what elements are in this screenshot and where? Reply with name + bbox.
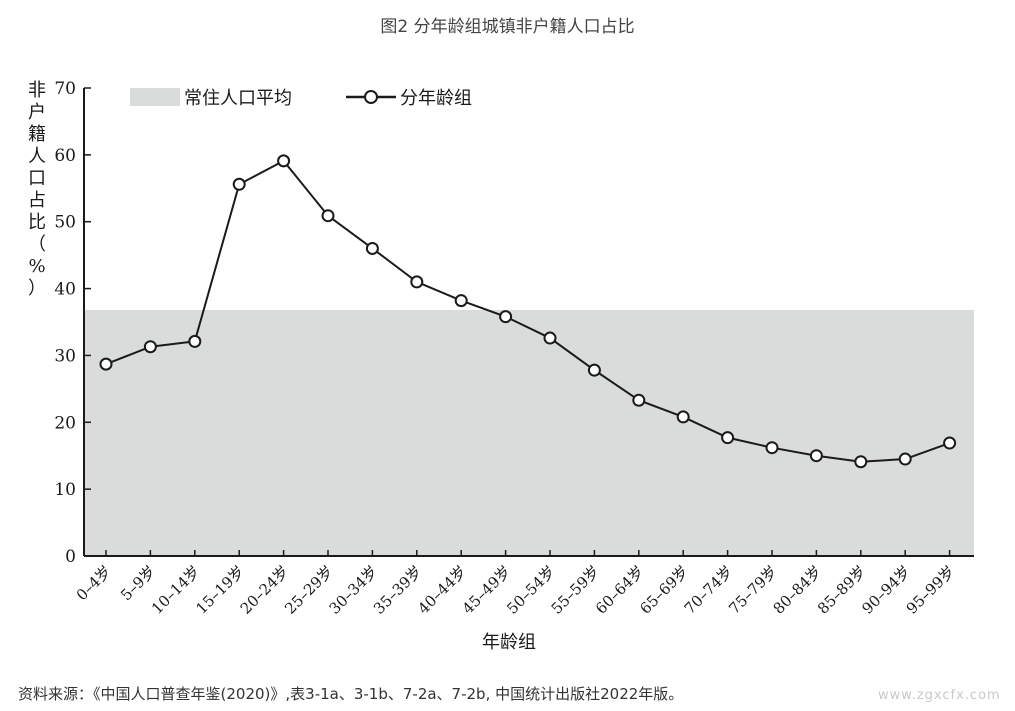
x-tick-label: 60–64岁	[592, 562, 648, 618]
data-point	[943, 436, 957, 450]
y-tick-label: 30	[54, 346, 76, 366]
data-point	[321, 209, 335, 223]
x-tick-label: 5–9岁	[117, 562, 159, 604]
data-point	[188, 334, 202, 348]
source-note: 资料来源：《中国人口普查年鉴(2020)》,表3-1a、3-1b、7-2a、7-…	[18, 685, 684, 703]
data-point	[99, 357, 113, 371]
y-tick-label: 10	[54, 480, 76, 500]
y-tick-label: 50	[54, 213, 76, 233]
x-tick-label: 75–79岁	[725, 562, 781, 618]
x-tick-label: 35–39岁	[370, 562, 426, 618]
data-point	[277, 154, 291, 168]
x-tick-label: 65–69岁	[636, 562, 692, 618]
legend-label-series: 分年龄组	[400, 88, 472, 109]
series-layer	[99, 154, 957, 469]
data-point	[765, 441, 779, 455]
x-tick-label: 0–4岁	[73, 562, 115, 604]
x-tick-label: 30–34岁	[326, 562, 382, 618]
data-point	[454, 294, 468, 308]
x-tick-label: 90–94岁	[858, 562, 914, 618]
reference-band-layer	[84, 309, 974, 556]
y-tick-label: 0	[65, 547, 76, 567]
x-tick-label: 95–99岁	[903, 562, 959, 618]
data-point	[587, 363, 601, 377]
x-axis-label: 年龄组	[482, 632, 536, 653]
legend-band-swatch	[130, 88, 180, 106]
y-tick-label: 60	[54, 146, 76, 166]
data-point	[809, 449, 823, 463]
x-tick-label: 80–84岁	[770, 562, 826, 618]
y-tick-label: 70	[54, 79, 76, 99]
data-point	[365, 241, 379, 255]
data-point	[854, 455, 868, 469]
data-point	[632, 393, 646, 407]
x-tick-label: 20–24岁	[237, 562, 293, 618]
legend: 常住人口平均 分年龄组	[130, 88, 472, 109]
legend-label-band: 常住人口平均	[184, 88, 292, 109]
y-tick-label: 20	[54, 413, 76, 433]
x-tick-label: 55–59岁	[548, 562, 604, 618]
y-tick-label: 40	[54, 280, 76, 300]
x-tick-label: 15–19岁	[192, 562, 248, 618]
x-tick-label: 40–44岁	[414, 562, 470, 618]
axes	[83, 87, 974, 557]
data-point	[543, 331, 557, 345]
x-tick-label: 70–74岁	[681, 562, 737, 618]
data-point	[143, 340, 157, 354]
watermark: www.zgxcfx.com	[878, 688, 1001, 703]
x-tick-label: 25–29岁	[281, 562, 337, 618]
data-point	[499, 310, 513, 324]
x-tick-label: 85–89岁	[814, 562, 870, 618]
data-point	[676, 410, 690, 424]
legend-marker-swatch	[364, 90, 378, 104]
series-line	[105, 159, 950, 463]
x-tick-label: 10–14岁	[148, 562, 204, 618]
x-tick-label: 50–54岁	[503, 562, 559, 618]
data-point	[410, 275, 424, 289]
data-point	[721, 431, 735, 445]
x-tick-label: 45–49岁	[459, 562, 515, 618]
data-point	[232, 177, 246, 191]
reference-band	[84, 309, 974, 556]
chart-title: 图2 分年龄组城镇非户籍人口占比	[380, 17, 635, 37]
y-axis-label: 非户籍人口占比（%）	[28, 80, 46, 299]
data-point	[898, 452, 912, 466]
